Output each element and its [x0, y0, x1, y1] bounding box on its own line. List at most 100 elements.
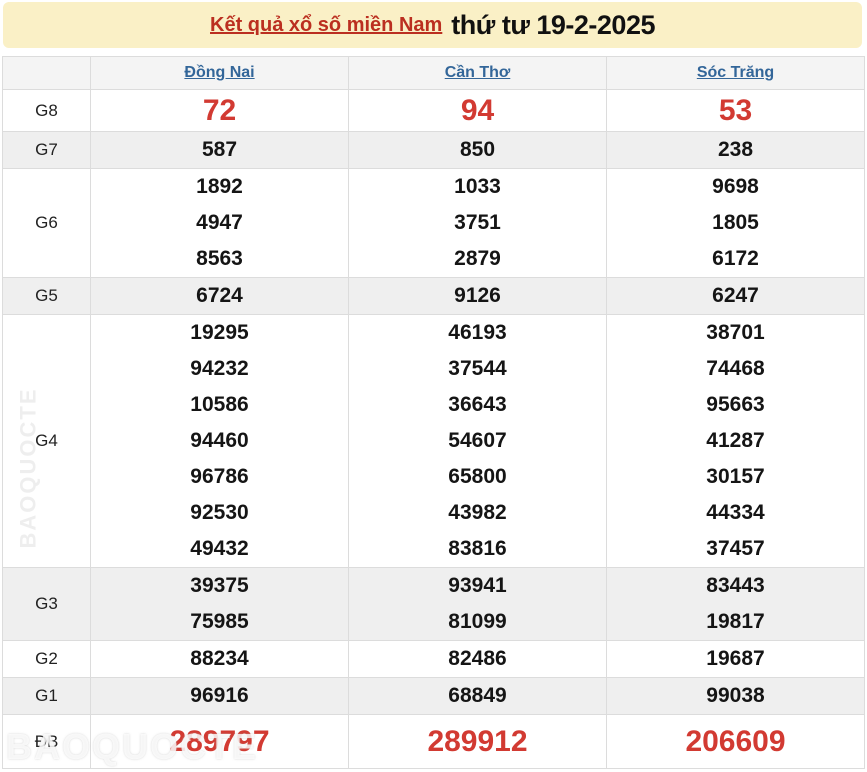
prize-number: 49432: [190, 537, 249, 560]
prize-column-header: [2, 56, 91, 90]
prize-number: 30157: [706, 465, 765, 488]
prize-number: 83443: [706, 574, 765, 597]
prize-number: 94: [460, 94, 495, 127]
prize-number: 2879: [454, 247, 501, 270]
prize-label: G6: [2, 168, 91, 278]
prize-number: 54607: [448, 429, 507, 452]
province-link-can-tho[interactable]: Cần Thơ: [444, 64, 511, 81]
prize-cell: 94: [348, 89, 607, 132]
prize-number: 82486: [448, 647, 507, 670]
prize-number: 37544: [448, 357, 507, 380]
prize-number: 36643: [448, 393, 507, 416]
prize-label: G4: [2, 314, 91, 568]
prize-number: 46193: [448, 321, 507, 344]
prize-number: 88234: [190, 647, 249, 670]
prize-label: G1: [2, 677, 91, 715]
prize-number: 587: [201, 138, 238, 161]
prize-cell: 1892 4947 8563: [90, 168, 349, 278]
prize-cell: 6247: [606, 277, 865, 315]
prize-cell: 587: [90, 131, 349, 169]
prize-cell: 39375 75985: [90, 567, 349, 641]
prize-number: 74468: [706, 357, 765, 380]
prize-number: 94460: [190, 429, 249, 452]
prize-row-G5: G5 6724 9126 6247: [2, 277, 865, 315]
prize-cell: 9126: [348, 277, 607, 315]
prize-number: 850: [459, 138, 496, 161]
prize-number: 289797: [169, 725, 270, 758]
prize-number: 99038: [706, 684, 765, 707]
prize-number: 1805: [712, 211, 759, 234]
province-header-can-tho: Cần Thơ: [348, 56, 607, 90]
prize-cell: 96916: [90, 677, 349, 715]
prize-number: 19817: [706, 610, 765, 633]
prize-cell: 68849: [348, 677, 607, 715]
prize-label: ĐB: [2, 714, 91, 769]
prize-number: 75985: [190, 610, 249, 633]
prize-cell: 38701 74468 95663 41287 30157 44334 37457: [606, 314, 865, 568]
prize-number: 83816: [448, 537, 507, 560]
prize-label: G5: [2, 277, 91, 315]
prize-number: 38701: [706, 321, 765, 344]
prize-number: 1033: [454, 175, 501, 198]
prize-number: 1892: [196, 175, 243, 198]
prize-number: 9698: [712, 175, 759, 198]
prize-number: 92530: [190, 501, 249, 524]
prize-number: 6247: [712, 284, 759, 307]
prize-cell: 88234: [90, 640, 349, 678]
prize-row-G3: G3 39375 75985 93941 81099 83443 19817: [2, 567, 865, 641]
prize-row-G4: G4 19295 94232 10586 94460 96786 92530 49432 461…: [2, 314, 865, 568]
prize-number: 44334: [706, 501, 765, 524]
prize-cell: 9698 1805 6172: [606, 168, 865, 278]
prize-number: 93941: [448, 574, 507, 597]
prize-number: 94232: [190, 357, 249, 380]
prize-number: 289912: [427, 725, 528, 758]
prize-number: 68849: [448, 684, 507, 707]
prize-cell: 6724: [90, 277, 349, 315]
prize-label: G7: [2, 131, 91, 169]
prize-number: 41287: [706, 429, 765, 452]
prize-cell: 238: [606, 131, 865, 169]
prize-cell: 99038: [606, 677, 865, 715]
prize-cell: 19687: [606, 640, 865, 678]
prize-cell: 850: [348, 131, 607, 169]
prize-number: 37457: [706, 537, 765, 560]
province-header-soc-trang: Sóc Trăng: [606, 56, 865, 90]
province-header-dong-nai: Đồng Nai: [90, 56, 349, 90]
prize-number: 6724: [196, 284, 243, 307]
prize-number: 8563: [196, 247, 243, 270]
prize-number: 238: [717, 138, 754, 161]
results-table-body: G8 72 94 53 G7 587 850 238 G6 1892 4947 8563 1033 375…: [2, 89, 865, 769]
prize-row-G6: G6 1892 4947 8563 1033 3751 2879 9698 1805 6172: [2, 168, 865, 278]
prize-number: 19687: [706, 647, 765, 670]
prize-label: G3: [2, 567, 91, 641]
prize-cell: 289912: [348, 714, 607, 769]
prize-number: 3751: [454, 211, 501, 234]
province-link-soc-trang[interactable]: Sóc Trăng: [696, 64, 775, 81]
prize-number: 81099: [448, 610, 507, 633]
prize-number: 10586: [190, 393, 249, 416]
prize-number: 96786: [190, 465, 249, 488]
prize-number: 43982: [448, 501, 507, 524]
region-result-link[interactable]: Kết quả xổ số miền Nam: [210, 13, 443, 36]
prize-number: 95663: [706, 393, 765, 416]
prize-row-G1: G1 96916 68849 99038: [2, 677, 865, 715]
prize-cell: 46193 37544 36643 54607 65800 43982 83816: [348, 314, 607, 568]
prize-cell: 19295 94232 10586 94460 96786 92530 49432: [90, 314, 349, 568]
prize-row-G8: G8 72 94 53: [2, 89, 865, 132]
prize-number: 39375: [190, 574, 249, 597]
prize-cell: 206609: [606, 714, 865, 769]
prize-number: 65800: [448, 465, 507, 488]
prize-cell: 53: [606, 89, 865, 132]
prize-cell: 289797: [90, 714, 349, 769]
prize-label: G8: [2, 89, 91, 132]
prize-number: 4947: [196, 211, 243, 234]
title-bar: Kết quả xổ số miền Nam thứ tư 19-2-2025: [3, 2, 862, 48]
prize-number: 72: [202, 94, 237, 127]
prize-cell: 93941 81099: [348, 567, 607, 641]
province-link-dong-nai[interactable]: Đồng Nai: [184, 64, 255, 81]
prize-label: G2: [2, 640, 91, 678]
prize-number: 9126: [454, 284, 501, 307]
prize-row-ĐB: ĐB 289797 289912 206609: [2, 714, 865, 769]
prize-number: 53: [718, 94, 753, 127]
prize-number: 96916: [190, 684, 249, 707]
